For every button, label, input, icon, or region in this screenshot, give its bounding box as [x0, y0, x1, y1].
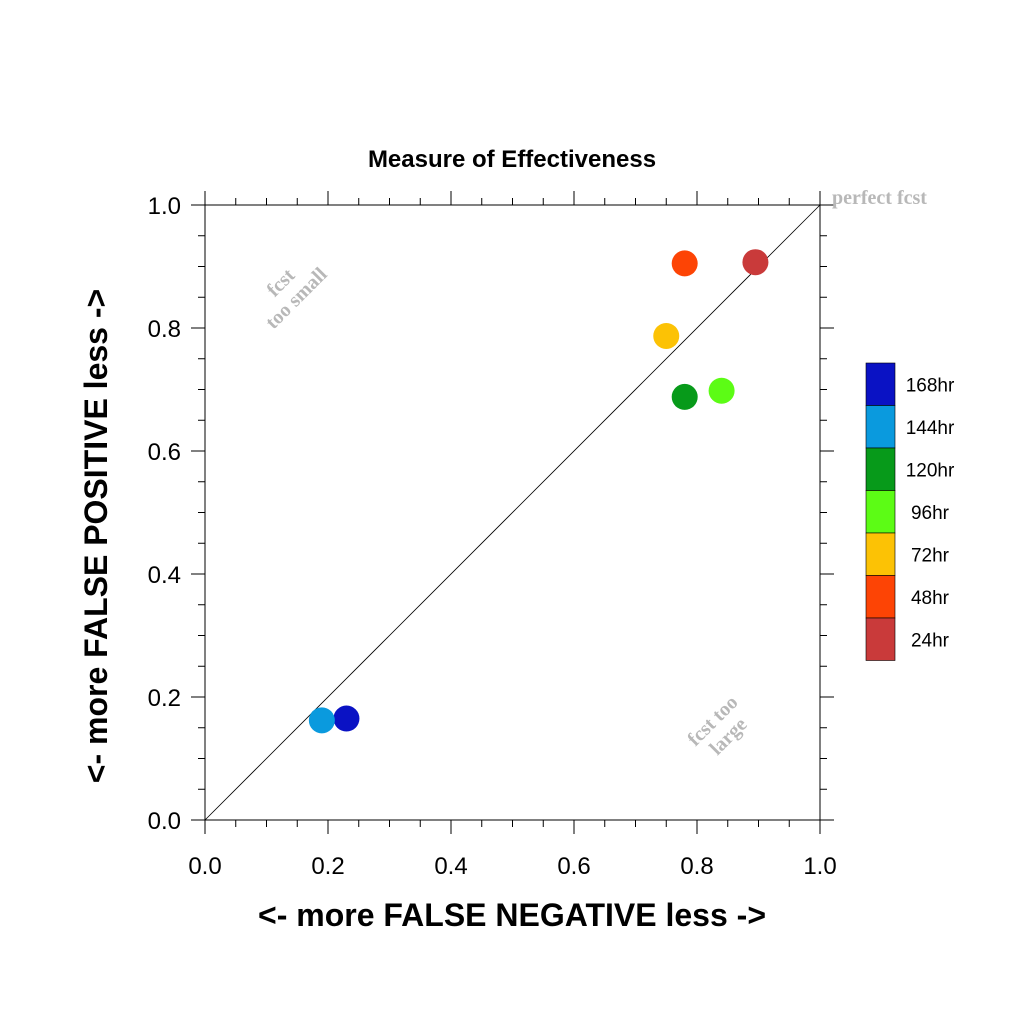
- data-point-168hr: [333, 705, 360, 732]
- legend-swatch-72hr: [865, 532, 896, 576]
- y-tick-label: 0.6: [148, 439, 181, 466]
- x-tick-label: 0.6: [557, 853, 590, 880]
- y-tick-label: 0.8: [148, 316, 181, 343]
- data-points: [308, 249, 769, 734]
- x-tick-label: 0.4: [434, 853, 467, 880]
- x-tick-label: 0.0: [188, 853, 221, 880]
- x-axis-label: <- more FALSE NEGATIVE less ->: [258, 897, 766, 933]
- legend-swatch-48hr: [865, 575, 896, 619]
- data-point-24hr: [742, 249, 769, 276]
- y-tick-label: 0.2: [148, 685, 181, 712]
- axis-ticks: [191, 191, 834, 834]
- chart-title: Measure of Effectiveness: [368, 146, 656, 173]
- too-small-annotation: fcst too small: [261, 263, 331, 333]
- x-tick-labels: 0.0 0.2 0.4 0.6 0.8 1.0: [188, 853, 836, 880]
- legend-label-72hr: 72hr: [911, 545, 950, 566]
- y-tick-labels: 0.0 0.2 0.4 0.6 0.8 1.0: [148, 193, 181, 835]
- x-tick-label: 1.0: [803, 853, 836, 880]
- y-axis-label: <- more FALSE POSITIVE less ->: [78, 289, 114, 783]
- legend: 168hr 144hr 120hr 96hr 72hr 48hr 24hr: [865, 362, 955, 661]
- too-large-annotation: fcst too large: [683, 691, 751, 759]
- legend-swatch-96hr: [865, 490, 896, 534]
- y-tick-label: 0.4: [148, 562, 181, 589]
- data-point-144hr: [308, 707, 335, 734]
- legend-swatch-24hr: [865, 617, 896, 661]
- legend-label-24hr: 24hr: [911, 630, 950, 651]
- y-tick-label: 1.0: [148, 193, 181, 220]
- too-small-line2: too small: [261, 263, 331, 333]
- perfect-forecast-annotation: perfect fcst: [832, 187, 927, 209]
- legend-swatch-168hr: [865, 362, 896, 406]
- x-tick-label: 0.2: [311, 853, 344, 880]
- legend-label-96hr: 96hr: [911, 503, 950, 524]
- data-point-48hr: [671, 250, 698, 277]
- data-point-72hr: [653, 322, 680, 349]
- legend-swatch-144hr: [865, 405, 896, 449]
- legend-label-48hr: 48hr: [911, 588, 950, 609]
- y-tick-label: 0.0: [148, 808, 181, 835]
- legend-label-168hr: 168hr: [906, 375, 955, 396]
- data-point-120hr: [671, 383, 698, 410]
- data-point-96hr: [708, 377, 735, 404]
- diagonal-reference-line: [204, 204, 821, 821]
- legend-swatch-120hr: [865, 447, 896, 491]
- legend-label-120hr: 120hr: [906, 460, 955, 481]
- legend-label-144hr: 144hr: [906, 418, 955, 439]
- x-tick-label: 0.8: [680, 853, 713, 880]
